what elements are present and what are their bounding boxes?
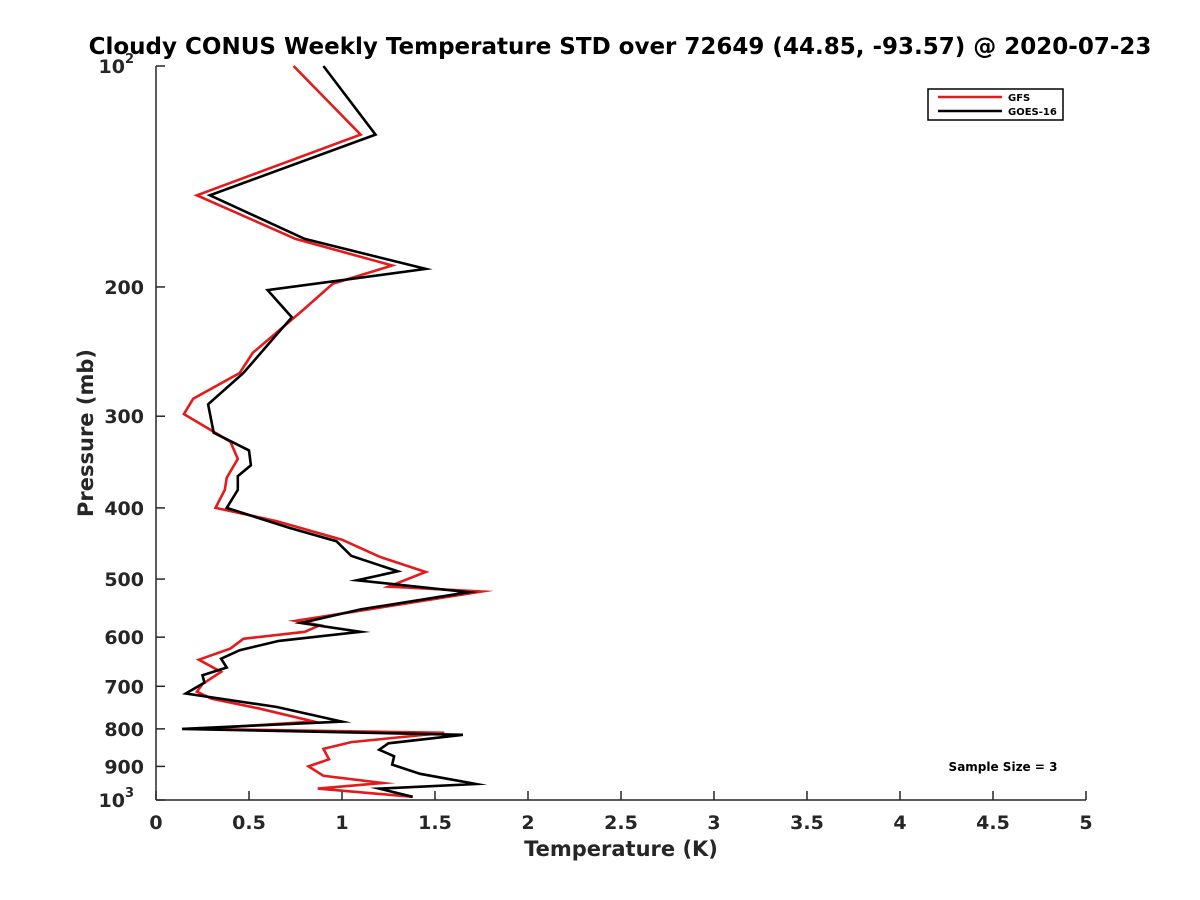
series-line-gfs [182,65,494,799]
y-axis-ticks: 102 200 300 400 500 600 700 800 900 103 [99,52,165,812]
x-axis-ticks: 0 0.5 1 1.5 2 2.5 3 3.5 4 4.5 5 [149,791,1093,834]
legend: GFS GOES-16 [927,88,1064,121]
y-tick-label: 500 [104,569,144,591]
sample-size-annotation: Sample Size = 3 [949,760,1058,774]
x-axis-label: Temperature (K) [524,837,718,861]
x-tick-label: 0 [149,812,162,834]
series-line-goes-16 [181,65,488,799]
chart-title: Cloudy CONUS Weekly Temperature STD over… [89,34,1152,60]
x-tick-label: 0.5 [232,812,266,834]
y-tick-label: 200 [104,277,144,299]
x-tick-label: 1 [335,812,348,834]
legend-label-gfs: GFS [1008,93,1030,104]
y-tick-label: 700 [104,676,144,698]
x-tick-label: 3 [707,812,720,834]
series-lines [181,65,494,799]
x-tick-label: 5 [1079,812,1092,834]
x-tick-label: 4 [893,812,906,834]
x-tick-label: 4.5 [976,812,1010,834]
x-tick-label: 2.5 [604,812,638,834]
legend-label-goes16: GOES-16 [1008,107,1057,118]
y-tick-label: 102 [99,52,135,78]
x-tick-label: 3.5 [790,812,824,834]
y-tick-label: 300 [104,406,144,428]
x-tick-label: 2 [521,812,534,834]
y-tick-label: 900 [104,756,144,778]
x-tick-label: 1.5 [418,812,452,834]
y-tick-label: 600 [104,627,144,649]
legend-box [927,88,1064,121]
y-axis-label: Pressure (mb) [74,349,98,517]
y-tick-label: 800 [104,719,144,741]
y-tick-label: 103 [99,786,135,812]
plot-frame [156,66,1086,800]
y-tick-label: 400 [104,498,144,520]
